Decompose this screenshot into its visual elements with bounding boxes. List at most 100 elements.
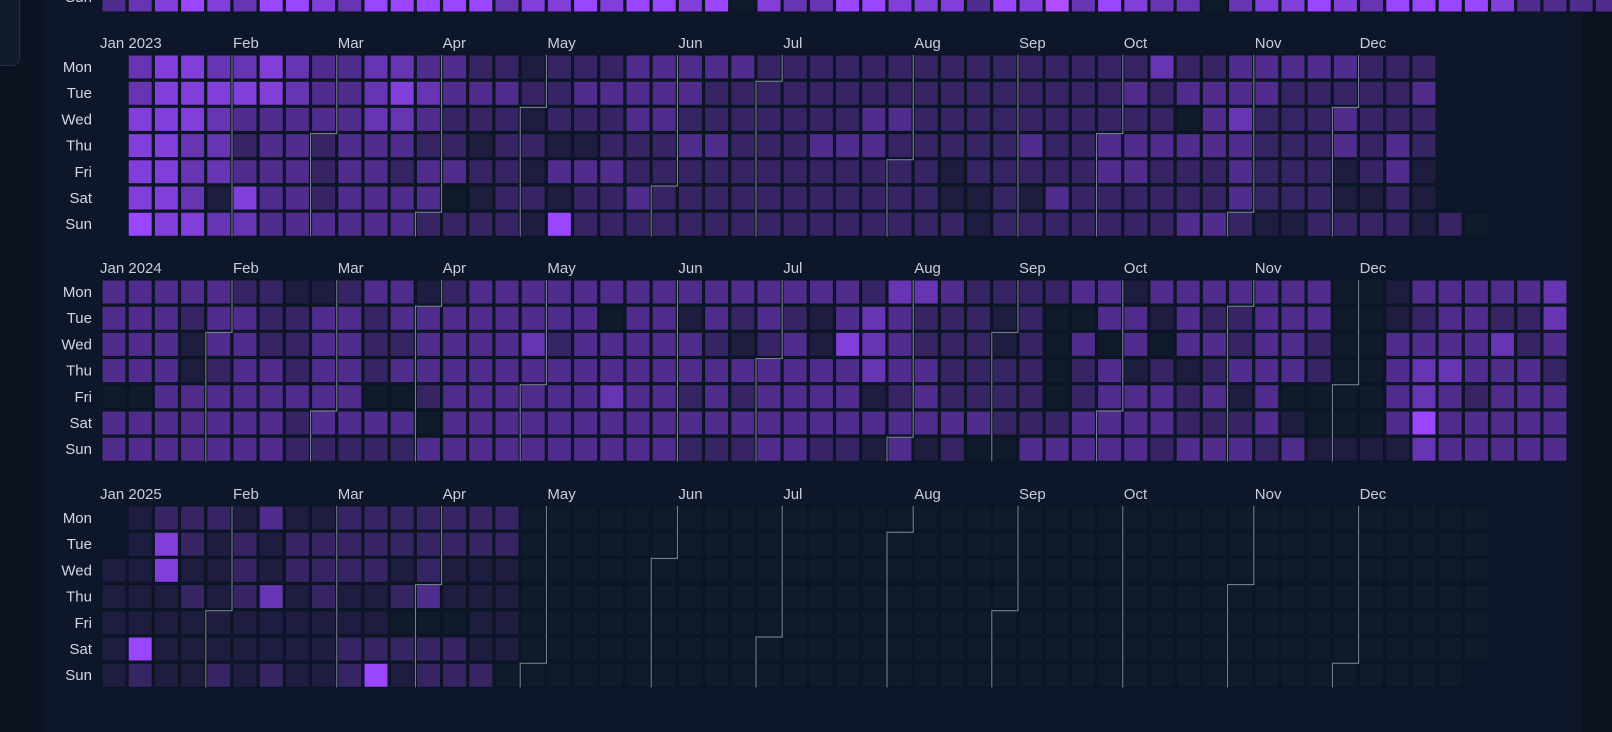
- heatmap-cell[interactable]: [180, 662, 206, 688]
- heatmap-cell[interactable]: [1490, 305, 1516, 331]
- heatmap-cell[interactable]: [1437, 505, 1463, 531]
- heatmap-cell[interactable]: [442, 185, 468, 211]
- heatmap-cell[interactable]: [730, 610, 756, 636]
- heatmap-cell[interactable]: [1490, 331, 1516, 357]
- heatmap-cell[interactable]: [1306, 358, 1332, 384]
- heatmap-cell[interactable]: [1542, 279, 1568, 305]
- heatmap-cell[interactable]: [704, 584, 730, 610]
- heatmap-cell[interactable]: [1254, 358, 1280, 384]
- heatmap-cell[interactable]: [1097, 505, 1123, 531]
- heatmap-cell[interactable]: [337, 358, 363, 384]
- heatmap-cell[interactable]: [730, 531, 756, 557]
- heatmap-cell[interactable]: [1018, 662, 1044, 688]
- heatmap-cell[interactable]: [127, 662, 153, 688]
- heatmap-cell[interactable]: [1228, 610, 1254, 636]
- heatmap-cell[interactable]: [1123, 410, 1149, 436]
- heatmap-cell[interactable]: [180, 185, 206, 211]
- heatmap-cell[interactable]: [1175, 436, 1201, 462]
- heatmap-cell[interactable]: [153, 636, 179, 662]
- heatmap-cell[interactable]: [1018, 80, 1044, 106]
- heatmap-cell[interactable]: [520, 410, 546, 436]
- heatmap-cell[interactable]: [153, 584, 179, 610]
- heatmap-cell[interactable]: [1149, 133, 1175, 159]
- heatmap-cell[interactable]: [599, 662, 625, 688]
- heatmap-cell[interactable]: [1306, 54, 1332, 80]
- heatmap-cell[interactable]: [1044, 106, 1070, 132]
- heatmap-cell[interactable]: [651, 133, 677, 159]
- heatmap-cell[interactable]: [546, 531, 572, 557]
- heatmap-cell[interactable]: [258, 159, 284, 185]
- heatmap-cell[interactable]: [1332, 584, 1358, 610]
- heatmap-cell[interactable]: [992, 636, 1018, 662]
- heatmap-cell[interactable]: [861, 531, 887, 557]
- heatmap-cell[interactable]: [206, 384, 232, 410]
- heatmap-cell[interactable]: [835, 279, 861, 305]
- heatmap-cell[interactable]: [1254, 584, 1280, 610]
- heatmap-cell[interactable]: [651, 54, 677, 80]
- heatmap-cell[interactable]: [704, 358, 730, 384]
- heatmap-cell[interactable]: [966, 636, 992, 662]
- heatmap-cell[interactable]: [887, 610, 913, 636]
- heatmap-cell[interactable]: [782, 557, 808, 583]
- heatmap-cell[interactable]: [101, 610, 127, 636]
- heatmap-cell[interactable]: [992, 531, 1018, 557]
- heatmap-cell[interactable]: [363, 211, 389, 237]
- heatmap-cell[interactable]: [1280, 159, 1306, 185]
- heatmap-cell[interactable]: [127, 0, 153, 13]
- heatmap-cell[interactable]: [1359, 305, 1385, 331]
- heatmap-cell[interactable]: [1123, 0, 1149, 13]
- heatmap-cell[interactable]: [1149, 436, 1175, 462]
- heatmap-cell[interactable]: [573, 159, 599, 185]
- heatmap-cell[interactable]: [756, 662, 782, 688]
- heatmap-cell[interactable]: [1149, 410, 1175, 436]
- heatmap-cell[interactable]: [599, 0, 625, 13]
- heatmap-cell[interactable]: [1228, 636, 1254, 662]
- heatmap-cell[interactable]: [939, 358, 965, 384]
- heatmap-cell[interactable]: [1359, 636, 1385, 662]
- heatmap-cell[interactable]: [992, 384, 1018, 410]
- heatmap-cell[interactable]: [520, 358, 546, 384]
- heatmap-cell[interactable]: [782, 185, 808, 211]
- heatmap-cell[interactable]: [1463, 358, 1489, 384]
- heatmap-cell[interactable]: [861, 211, 887, 237]
- heatmap-cell[interactable]: [704, 279, 730, 305]
- heatmap-cell[interactable]: [808, 133, 834, 159]
- heatmap-cell[interactable]: [546, 436, 572, 462]
- heatmap-cell[interactable]: [546, 54, 572, 80]
- heatmap-cell[interactable]: [1463, 636, 1489, 662]
- heatmap-cell[interactable]: [284, 531, 310, 557]
- heatmap-cell[interactable]: [677, 636, 703, 662]
- heatmap-cell[interactable]: [730, 584, 756, 610]
- heatmap-cell[interactable]: [206, 410, 232, 436]
- heatmap-cell[interactable]: [1411, 106, 1437, 132]
- heatmap-cell[interactable]: [442, 80, 468, 106]
- heatmap-cell[interactable]: [1516, 331, 1542, 357]
- heatmap-cell[interactable]: [966, 531, 992, 557]
- heatmap-cell[interactable]: [1044, 80, 1070, 106]
- heatmap-cell[interactable]: [651, 279, 677, 305]
- heatmap-cell[interactable]: [992, 584, 1018, 610]
- heatmap-cell[interactable]: [232, 305, 258, 331]
- heatmap-cell[interactable]: [1306, 557, 1332, 583]
- heatmap-cell[interactable]: [206, 662, 232, 688]
- heatmap-cell[interactable]: [992, 557, 1018, 583]
- heatmap-cell[interactable]: [1070, 610, 1096, 636]
- heatmap-cell[interactable]: [887, 279, 913, 305]
- heatmap-cell[interactable]: [992, 358, 1018, 384]
- heatmap-cell[interactable]: [127, 531, 153, 557]
- heatmap-cell[interactable]: [913, 584, 939, 610]
- heatmap-cell[interactable]: [861, 159, 887, 185]
- heatmap-cell[interactable]: [1568, 0, 1594, 13]
- heatmap-cell[interactable]: [651, 410, 677, 436]
- heatmap-cell[interactable]: [284, 636, 310, 662]
- heatmap-cell[interactable]: [1070, 410, 1096, 436]
- heatmap-cell[interactable]: [1437, 610, 1463, 636]
- heatmap-cell[interactable]: [782, 0, 808, 13]
- heatmap-cell[interactable]: [1280, 610, 1306, 636]
- heatmap-cell[interactable]: [1463, 584, 1489, 610]
- heatmap-cell[interactable]: [1411, 331, 1437, 357]
- heatmap-cell[interactable]: [311, 610, 337, 636]
- heatmap-cell[interactable]: [1437, 436, 1463, 462]
- heatmap-cell[interactable]: [782, 305, 808, 331]
- heatmap-cell[interactable]: [1306, 211, 1332, 237]
